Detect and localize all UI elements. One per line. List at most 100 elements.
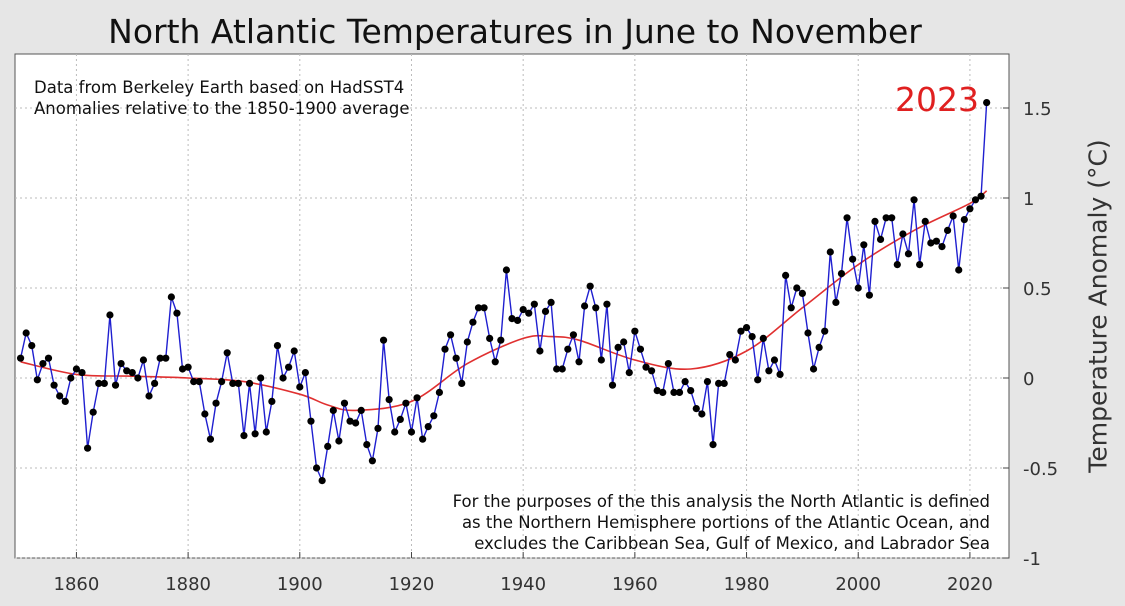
data-point: [139, 356, 148, 364]
data-point: [876, 235, 885, 243]
data-point: [865, 291, 873, 299]
x-tick-label: 1940: [500, 574, 546, 595]
data-point: [659, 388, 667, 396]
data-point: [301, 369, 309, 377]
data-point: [190, 378, 198, 386]
x-tick-label: 1880: [165, 574, 211, 595]
data-point: [631, 327, 639, 335]
data-point: [770, 356, 779, 364]
data-point: [285, 363, 293, 371]
data-point: [798, 289, 806, 297]
data-point: [955, 266, 963, 274]
data-point: [446, 331, 455, 339]
data-point: [809, 365, 818, 373]
data-point: [921, 217, 929, 225]
data-point: [363, 441, 371, 449]
data-point: [100, 379, 108, 387]
data-point: [636, 345, 645, 353]
trend-line: [20, 190, 988, 412]
data-point: [916, 261, 924, 269]
series-layer: [19, 102, 988, 484]
data-point: [335, 437, 343, 445]
data-point: [849, 255, 857, 263]
data-point: [910, 196, 918, 204]
data-point: [564, 345, 572, 353]
data-point: [821, 327, 829, 335]
data-point: [111, 381, 120, 389]
data-point: [56, 392, 64, 400]
data-point: [748, 333, 756, 341]
data-point: [625, 369, 633, 377]
data-point: [536, 347, 544, 355]
data-point: [525, 309, 533, 317]
data-point: [569, 331, 578, 339]
trend-layer: [20, 190, 988, 412]
x-tick-label: 2020: [947, 574, 993, 595]
data-point: [72, 365, 81, 373]
data-point: [949, 212, 957, 220]
data-point: [229, 379, 237, 387]
data-point: [731, 356, 739, 364]
data-point: [742, 324, 751, 332]
data-point: [586, 282, 594, 290]
data-point: [614, 343, 622, 351]
data-point: [379, 336, 388, 344]
data-point: [28, 342, 36, 350]
data-point: [904, 250, 913, 258]
data-point: [156, 354, 164, 362]
data-point: [530, 300, 538, 308]
data-point: [424, 423, 432, 431]
data-point: [469, 318, 477, 326]
data-point: [61, 397, 69, 405]
data-point: [184, 363, 192, 371]
data-point: [374, 424, 382, 432]
data-point: [815, 343, 823, 351]
y-axis: -1 -0.5 0 0.5 1 1.5: [1003, 99, 1058, 570]
data-point: [162, 354, 170, 362]
data-point: [396, 415, 404, 423]
data-point: [50, 381, 58, 389]
data-point: [860, 241, 868, 249]
data-point: [927, 239, 935, 247]
data-point: [67, 374, 75, 382]
data-point: [648, 367, 656, 375]
data-point: [145, 392, 153, 400]
data-point: [804, 329, 812, 337]
data-point: [737, 327, 745, 335]
data-point: [597, 356, 605, 364]
source-line: Data from Berkeley Earth based on HadSST…: [34, 78, 405, 97]
data-point: [195, 378, 203, 386]
data-point: [273, 342, 282, 350]
data-point: [653, 387, 661, 395]
data-point: [22, 329, 30, 337]
data-point: [782, 271, 790, 279]
data-point: [692, 405, 700, 413]
data-point: [519, 306, 527, 314]
data-point: [765, 367, 773, 375]
data-point: [943, 226, 952, 234]
data-point: [201, 410, 209, 418]
y-axis-label: Temperature Anomaly (°C): [1083, 139, 1113, 473]
data-point: [251, 430, 259, 438]
data-point: [888, 214, 896, 222]
data-point: [296, 383, 304, 391]
data-point: [329, 406, 337, 414]
data-point: [385, 396, 393, 404]
data-point: [340, 399, 349, 407]
data-point: [698, 410, 706, 418]
data-point: [502, 266, 511, 274]
data-point: [128, 369, 136, 377]
data-point: [793, 284, 801, 292]
data-point: [167, 293, 175, 301]
definition-line-2: as the Northern Hemisphere portions of t…: [461, 513, 990, 532]
data-point: [960, 216, 968, 224]
data-point: [547, 298, 555, 306]
data-point: [541, 307, 550, 315]
data-point: [151, 379, 159, 387]
data-point: [268, 397, 276, 405]
data-point: [407, 428, 416, 436]
data-point: [318, 477, 326, 485]
data-point: [776, 370, 784, 378]
data-point: [603, 300, 611, 308]
